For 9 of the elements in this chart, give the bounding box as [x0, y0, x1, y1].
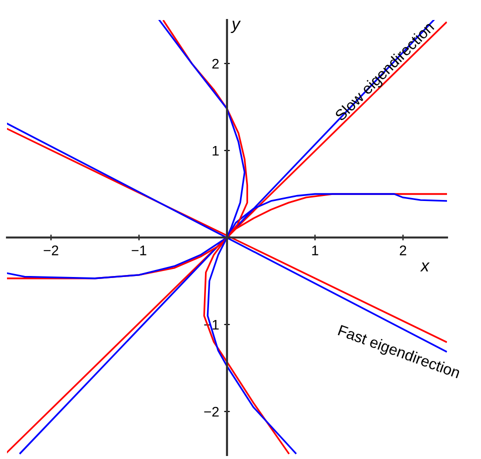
y-tick-label: 2: [212, 58, 219, 69]
y-axis-title: y: [230, 20, 241, 34]
x-tick-label: 2: [400, 246, 406, 256]
x-axis-title: x: [420, 262, 430, 272]
x-tick-label: −2: [44, 246, 58, 256]
x-tick-label: −1: [132, 246, 146, 256]
x-tick-label: 1: [312, 246, 318, 256]
y-tick-label: −2: [204, 406, 219, 417]
y-tick-label: 1: [212, 146, 219, 156]
